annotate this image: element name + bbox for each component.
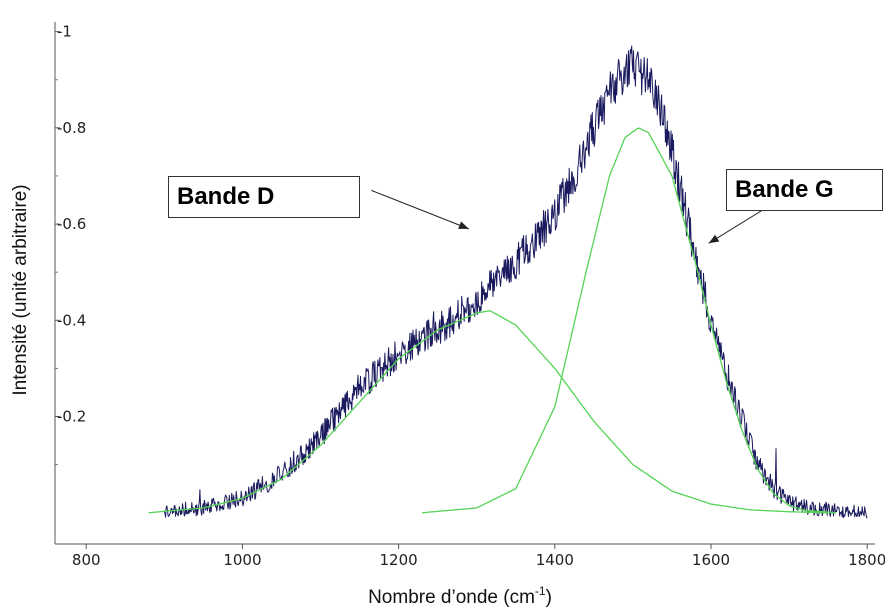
- y-tick-label: -0.6: [57, 215, 86, 233]
- x-axis-label: Nombre d’onde (cm-1): [368, 584, 552, 608]
- fit-curve-line: [148, 310, 829, 514]
- annotation-bande-d: Bande D: [168, 176, 360, 218]
- x-tick-label: 1400: [536, 551, 574, 569]
- annotation-arrow-head: [458, 221, 469, 229]
- measured-spectrum-line: [163, 45, 868, 519]
- x-tick-label: 800: [72, 551, 101, 569]
- y-tick-label: -0.2: [57, 408, 86, 426]
- y-axis-label: Intensité (unité arbitraire): [10, 184, 31, 395]
- x-tick-label: 1000: [223, 551, 261, 569]
- fit-curve-line: [421, 127, 837, 514]
- annotation-arrow-head: [708, 234, 720, 244]
- x-tick-label: 1600: [692, 551, 730, 569]
- series-layer: [148, 45, 868, 519]
- annotation-bande-g: Bande G: [726, 169, 883, 211]
- x-tick-label: 1800: [848, 551, 885, 569]
- annotation-arrow-line: [708, 204, 772, 244]
- y-tick-label: -0.4: [57, 311, 86, 329]
- y-tick-label: -0.8: [57, 119, 86, 137]
- axes: 800 1000 1200 1400 1600 1800 -0.2 -0.4 -0.6 -0.8 -…: [54, 22, 885, 569]
- x-tick-label: 1200: [380, 551, 418, 569]
- annotation-arrow-line: [371, 189, 470, 230]
- y-tick-label: -1: [57, 23, 72, 41]
- annotation-arrows: [371, 189, 772, 244]
